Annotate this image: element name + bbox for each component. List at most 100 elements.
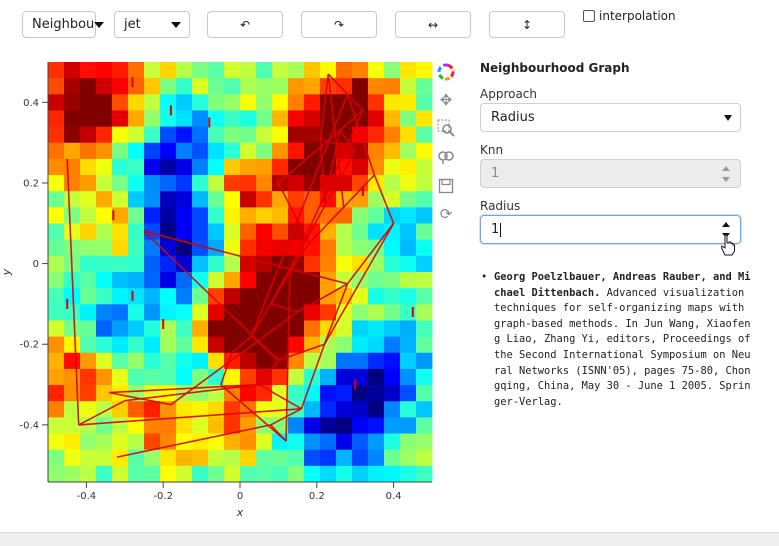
heatmap-cell xyxy=(368,142,385,160)
heatmap-cell xyxy=(128,401,145,418)
reset-icon[interactable]: ⟳ xyxy=(439,205,453,223)
heatmap-cell xyxy=(416,142,433,160)
heatmap-cell xyxy=(288,78,305,95)
heatmap-cell xyxy=(416,207,433,224)
heatmap-cell xyxy=(416,449,433,467)
heatmap-cell xyxy=(304,320,321,338)
heatmap-cell xyxy=(368,304,385,321)
radius-input[interactable]: 1 xyxy=(480,215,741,244)
heatmap-cell xyxy=(368,110,385,128)
radius-label: Radius xyxy=(480,199,521,213)
heatmap-cell xyxy=(256,94,273,111)
heatmap-cell xyxy=(176,239,193,257)
heatmap-cell xyxy=(160,352,177,370)
heatmap-cell xyxy=(352,352,369,370)
wheel-zoom-icon[interactable] xyxy=(436,146,456,166)
heatmap-cell xyxy=(304,433,321,451)
heatmap-cell xyxy=(176,401,193,418)
heatmap-cell xyxy=(272,401,289,418)
heatmap-cell xyxy=(256,352,273,370)
heatmap-cell xyxy=(288,417,305,434)
heatmap-cell xyxy=(352,255,369,273)
som-plot[interactable]: -0.4 -0.2 0 0.2 0.4 0.4 0.2 0 -0.2 -0.4 x y xyxy=(0,55,436,525)
heatmap-cell xyxy=(48,401,65,418)
spin-down-icon[interactable] xyxy=(722,177,730,182)
rotate-right-button[interactable]: ↷ xyxy=(301,11,377,38)
checkbox-box[interactable] xyxy=(583,10,595,22)
heatmap-cell xyxy=(48,417,65,434)
method-select[interactable]: Neighbou xyxy=(22,11,105,38)
heatmap-cell xyxy=(416,385,433,402)
heatmap-cell xyxy=(208,175,225,192)
heatmap-cell xyxy=(368,62,385,79)
heatmap-cell xyxy=(224,158,241,176)
chevron-down-icon xyxy=(94,21,105,28)
heatmap-cell xyxy=(128,78,145,95)
heatmap-cell xyxy=(288,336,305,354)
heatmap-cell xyxy=(400,207,417,224)
knn-input[interactable]: 1 xyxy=(480,159,741,188)
heatmap-cell xyxy=(144,368,161,386)
flip-horizontal-button[interactable]: ↔ xyxy=(395,11,471,38)
graph-edge xyxy=(297,283,348,313)
heatmap-cell xyxy=(144,110,161,128)
graph-edge xyxy=(250,94,349,337)
interpolation-label: interpolation xyxy=(599,9,676,23)
heatmap-cell xyxy=(304,304,321,321)
heatmap-cell xyxy=(64,175,81,192)
heatmap-cell xyxy=(352,417,369,434)
spin-up-icon[interactable] xyxy=(722,166,730,171)
colormap-select[interactable]: jet xyxy=(114,11,190,38)
heatmap-cell xyxy=(416,94,433,111)
heatmap-cell xyxy=(176,465,193,483)
heatmap-cell xyxy=(288,94,305,111)
heatmap-cell xyxy=(352,401,369,418)
pan-icon[interactable]: ✥ xyxy=(439,91,453,109)
rotate-left-button[interactable]: ↶ xyxy=(207,11,283,38)
heatmap-cell xyxy=(128,352,145,370)
flip-vertical-button[interactable]: ↕ xyxy=(489,11,565,38)
graph-edge xyxy=(346,94,376,176)
save-icon[interactable] xyxy=(436,176,456,196)
heatmap-cell xyxy=(80,433,97,451)
heatmap-cell xyxy=(208,336,225,354)
heatmap-cell xyxy=(176,126,193,144)
heatmap-cell xyxy=(384,191,401,208)
knn-value: 1 xyxy=(491,166,500,181)
status-strip xyxy=(0,532,779,546)
heatmap-cell xyxy=(272,110,289,128)
heatmap-cell xyxy=(352,449,369,467)
heatmap-cell xyxy=(320,272,337,289)
heatmap-cell xyxy=(144,158,161,176)
heatmap-cell xyxy=(288,368,305,386)
approach-select[interactable]: Radius xyxy=(480,103,741,132)
box-zoom-icon[interactable] xyxy=(436,118,456,138)
heatmap-cell xyxy=(400,304,417,321)
heatmap-cell xyxy=(320,94,337,111)
heatmap-cell xyxy=(64,223,81,241)
heatmap-cell xyxy=(144,352,161,370)
heatmap-cell xyxy=(192,142,209,160)
neighbourhood-graph-edges xyxy=(66,73,414,458)
heatmap-cell xyxy=(160,207,177,224)
heatmap-cell xyxy=(192,385,209,402)
spin-up-icon[interactable] xyxy=(722,222,730,227)
heatmap-cell xyxy=(112,255,129,273)
heatmap-cell xyxy=(144,191,161,208)
heatmap-cell xyxy=(352,320,369,338)
heatmap-cell xyxy=(208,368,225,386)
heatmap-cell xyxy=(240,288,257,305)
color-wheel-icon[interactable] xyxy=(436,62,456,82)
heatmap-cell xyxy=(224,94,241,111)
flip-vertical-icon: ↕ xyxy=(521,17,533,32)
heatmap-cell xyxy=(208,288,225,305)
heatmap-cell xyxy=(336,175,353,192)
heatmap-cell xyxy=(128,239,145,257)
heatmap-cell xyxy=(96,304,113,321)
y-axis-label: y xyxy=(0,268,13,276)
heatmap-cell xyxy=(176,94,193,111)
heatmap-cell xyxy=(240,62,257,79)
graph-edge xyxy=(327,74,345,208)
heatmap-cell xyxy=(96,449,113,467)
interpolation-checkbox[interactable]: interpolation xyxy=(583,9,676,23)
